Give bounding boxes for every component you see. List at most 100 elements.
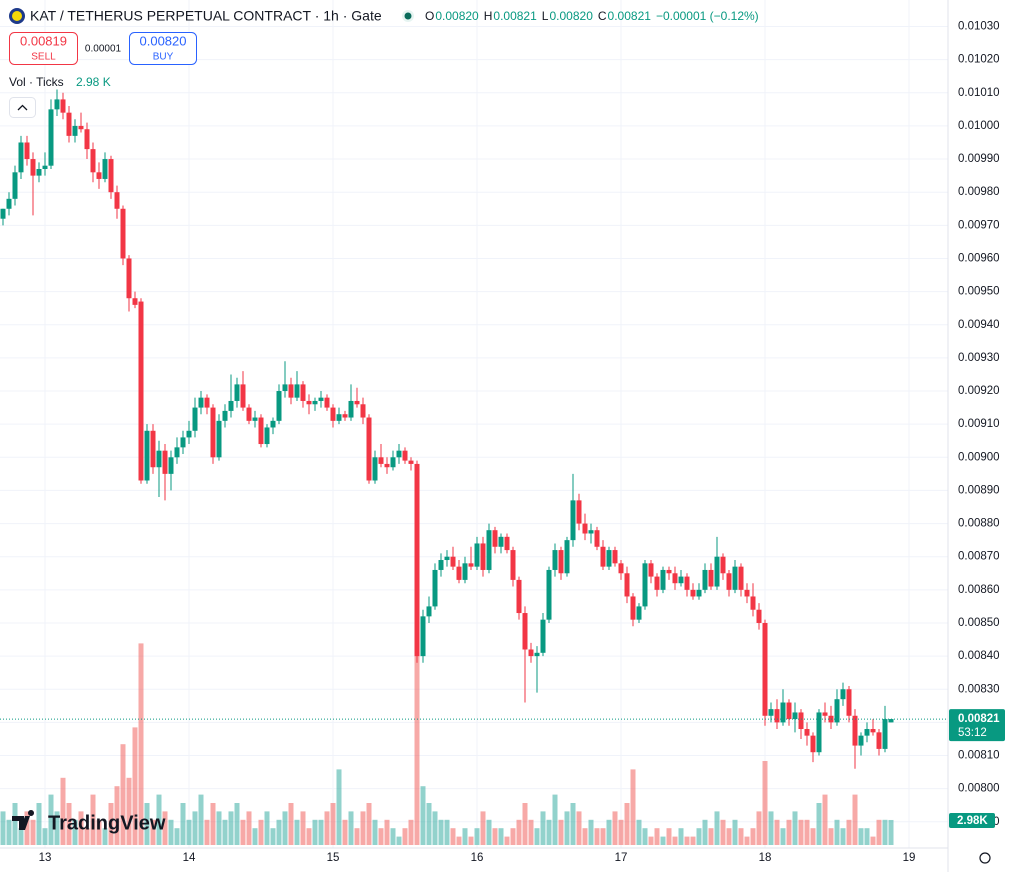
y-tick-label: 0.00800 [958,783,1000,795]
volume-bar [882,819,888,845]
candle-body [630,596,636,620]
volume-bar [624,803,630,845]
volume-bar [72,819,78,845]
volume-bar [402,828,408,845]
x-tick-label: 19 [903,852,916,864]
y-tick-label: 0.01000 [958,120,1000,132]
volume-bar [582,828,588,845]
candle-body [282,384,288,392]
x-tick-label: 13 [39,852,52,864]
volume-title: Vol · Ticks [9,75,64,89]
candle-body [684,576,690,590]
y-tick-label: 0.00910 [958,418,1000,430]
candle-body [558,550,564,574]
volume-bar [390,828,396,845]
tv-logo-icon [12,810,35,830]
settings-icon[interactable] [979,852,991,864]
volume-bar [120,744,126,845]
sell-price: 0.00819 [20,33,67,48]
volume-bar [222,819,228,845]
candle-body [126,258,132,299]
ohlc-key: H [484,9,493,23]
candle-body [120,208,126,259]
volume-bar [630,769,636,845]
candle-body [714,556,720,587]
volume-bar [558,819,564,845]
volume-bar [852,794,858,845]
ohlc-key: O [425,9,434,23]
chart-title: KAT / TETHERUS PERPETUAL CONTRACT · 1h ·… [30,8,382,24]
volume-bar [258,819,264,845]
candle-body [324,397,330,408]
volume-bar [510,828,516,845]
candle-body [162,450,168,474]
buy-button[interactable] [129,32,197,65]
sell-button[interactable] [9,32,78,65]
volume-bar [300,811,306,845]
volume-bar [798,819,804,845]
candle-body [360,404,366,418]
symbol-logo-inner [12,11,22,21]
volume-bar [108,803,114,845]
candle-body [840,689,846,700]
ohlc-value: 0.00820 [435,9,479,23]
volume-bar [660,836,666,845]
y-tick-label: 0.00940 [958,319,1000,331]
volume-bar [444,819,450,845]
volume-bar [354,828,360,845]
y-tick-label: 0.00990 [958,153,1000,165]
candle-body [30,159,36,176]
volume-bar [738,828,744,845]
candle-body [762,622,768,716]
y-tick-label: 0.00870 [958,551,1000,563]
candle-body [522,613,528,650]
candle-body [432,569,438,607]
volume-bar [720,819,726,845]
candle-body [552,550,558,570]
y-tick-label: 0.00920 [958,385,1000,397]
y-tick-label: 0.00930 [958,352,1000,364]
candle-body [216,420,222,458]
candle-body [864,729,870,736]
volume-bar [174,828,180,845]
collapse-button[interactable] [9,97,36,118]
candle-body [384,463,390,468]
y-tick-label: 0.00980 [958,186,1000,198]
candle-body [396,450,402,458]
candle-body [36,169,42,176]
volume-axis-label: 2.98K [957,815,988,827]
candle-body [528,649,534,657]
volume-bar [342,819,348,845]
candle-body [240,384,246,408]
ohlc-value: 0.00820 [549,9,593,23]
volume-bar [252,828,258,845]
candle-body [444,556,450,561]
candle-body [18,142,24,173]
status-dot [404,12,412,20]
candle-body [804,729,810,736]
volume-bar [246,811,252,845]
volume-bar [774,819,780,845]
candle-body [654,576,660,590]
volume-bar [606,819,612,845]
candle-body [228,400,234,411]
candle-body [300,384,306,401]
volume-bar [66,803,72,845]
grid [0,0,948,848]
candle-body [576,500,582,524]
volume-bar [420,786,426,845]
volume-bar [168,819,174,845]
volume-bar [768,811,774,845]
y-tick-label: 0.00900 [958,451,1000,463]
candle-body [108,159,114,193]
volume-bar [408,819,414,845]
candle-body [450,556,456,567]
candle-body [594,530,600,547]
volume-bar [6,819,12,845]
candle-body [492,530,498,547]
candle-body [138,301,144,481]
volume-bar [180,803,186,845]
candle-body [72,125,78,136]
volume-bar [306,828,312,845]
volume-bar [330,803,336,845]
